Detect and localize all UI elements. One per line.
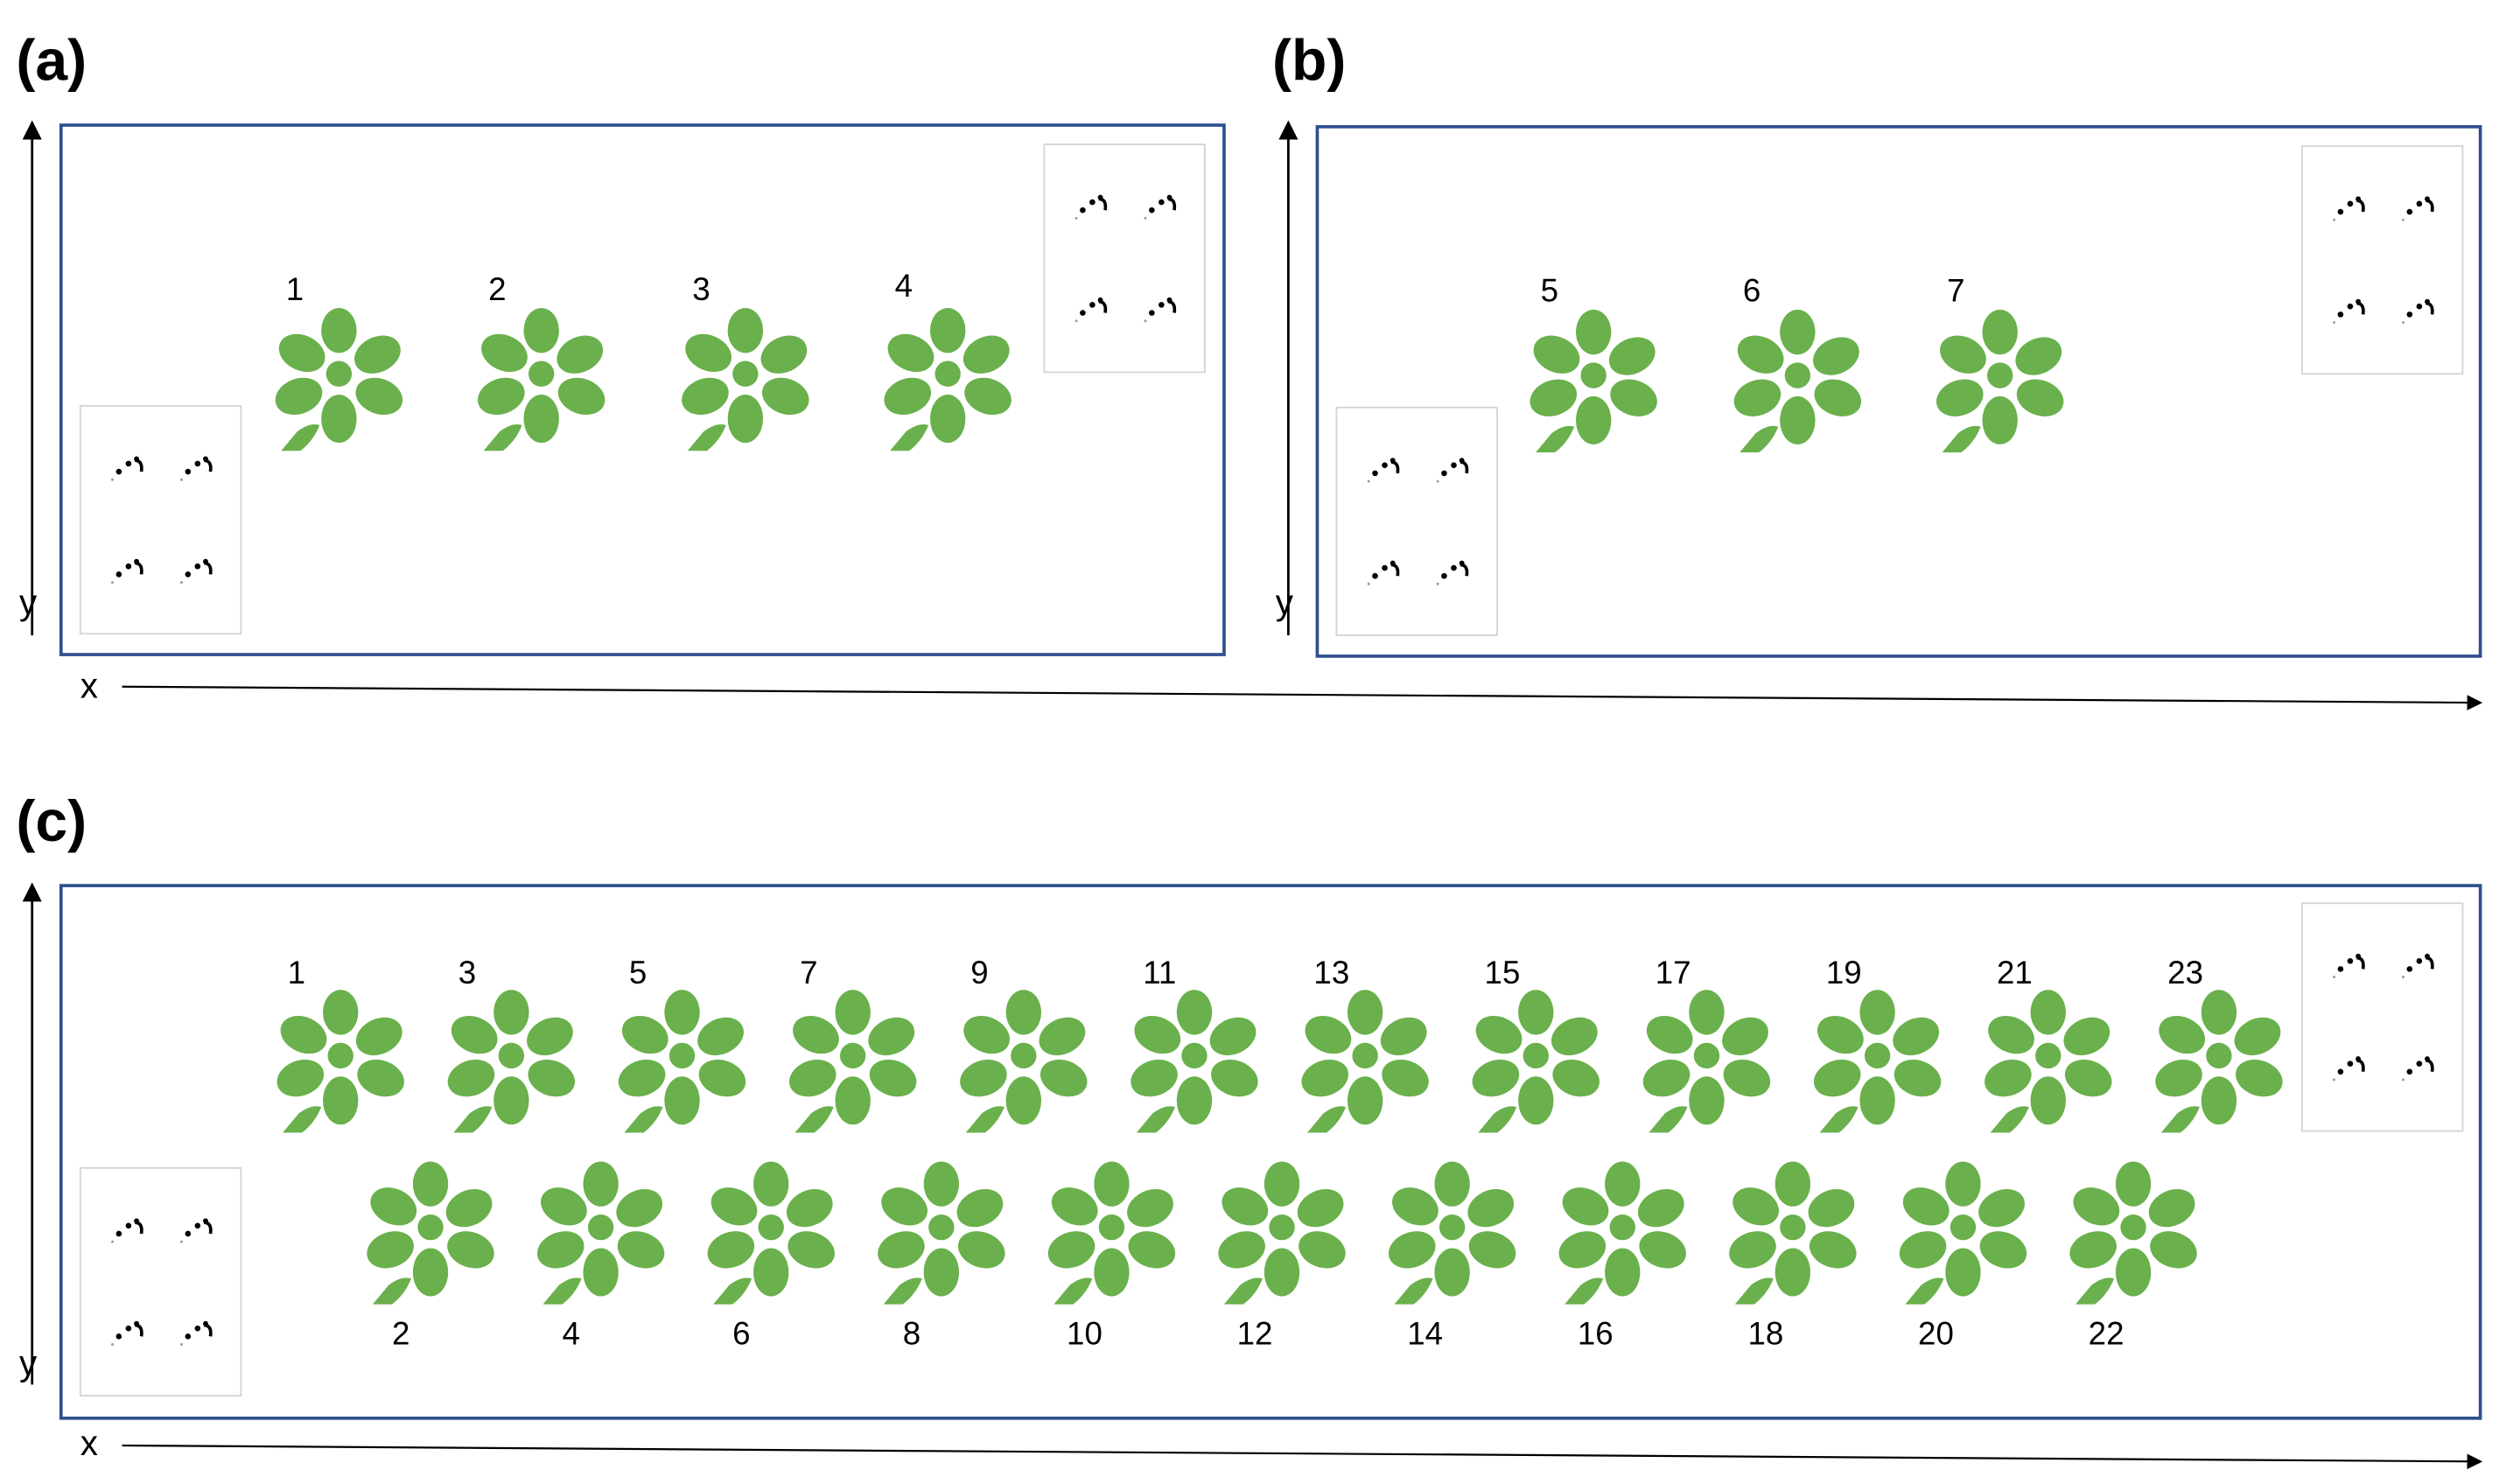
plant-number: 1 [286,271,304,307]
plant-number: 4 [563,1316,580,1352]
plant: 22 [2064,1161,2202,1351]
panel-c: (c) y 1 3 5 7 9 11 13 15 17 19 21 23 2 4 6 8 10 12 14 16 18… [16,788,2483,1470]
plant-number: 5 [629,955,647,990]
sensor-cluster-icon [80,1168,242,1396]
field-frame [59,123,1226,656]
plant-number: 14 [1407,1316,1443,1352]
plant-number: 21 [1997,955,2033,990]
plant-number: 7 [800,955,817,990]
plant: 20 [1894,1161,2033,1352]
plant: 12 [1213,1161,1351,1352]
plant: 9 [955,955,1093,1133]
plant: 1 [271,955,410,1133]
plant-number: 19 [1826,955,1862,990]
plant-number: 10 [1067,1316,1102,1352]
plant: 10 [1042,1161,1181,1352]
y-axis-label: y [1276,582,1294,622]
plant: 5 [612,955,752,1133]
sensor-cluster-icon [2302,146,2463,374]
plant-number: 20 [1918,1316,1954,1352]
field-frame [59,884,2482,1420]
sensor-cluster-icon [2302,903,2463,1130]
x-axis-label: x [80,666,98,706]
plant: 21 [1979,955,2118,1133]
panel-b: (b) y 5 6 7 [1272,28,2482,658]
plant: 7 [1931,273,2069,453]
plant: 4 [531,1161,670,1352]
plant: 11 [1125,955,1264,1133]
plant-number: 11 [1143,955,1176,990]
x-axis-arrow [122,1444,2483,1470]
panel-label: (c) [16,788,87,853]
plant-number: 18 [1747,1316,1783,1352]
plant: 14 [1382,1161,1522,1352]
x-axis-label: x [80,1423,98,1463]
plant-number: 3 [692,271,710,307]
plant-number: 6 [732,1316,750,1352]
y-axis-label: y [19,1342,38,1382]
plant: 19 [1808,955,1947,1133]
plant: 3 [442,955,581,1133]
plant: 23 [2150,955,2288,1133]
panel-label: (a) [16,28,87,93]
plant-number: 16 [1578,1316,1614,1352]
panel-label: (b) [1272,28,1346,93]
sensor-cluster-icon [1044,144,1205,372]
plant-number: 9 [970,955,988,990]
sensor-cluster-icon [1336,408,1497,635]
plant-number: 4 [895,268,913,304]
x-axis-arrow [122,685,2483,710]
plant-number: 5 [1541,273,1558,309]
plant: 5 [1524,273,1662,453]
plant-number: 2 [488,271,506,307]
plant-number: 12 [1237,1316,1273,1352]
panel-a: (a) y 1 2 3 4 [16,28,1226,656]
y-axis-label: y [19,582,38,622]
plant-number: 7 [1947,273,1964,309]
plant-number: 23 [2167,955,2203,990]
plant: 15 [1466,955,1605,1133]
plant: 3 [676,271,815,452]
plant: 8 [872,1161,1011,1352]
plant: 6 [1728,273,1867,453]
plant-number: 3 [458,955,476,990]
sensor-cluster-icon [80,406,242,634]
plant: 13 [1296,955,1434,1133]
plant: 7 [783,955,922,1133]
plant-number: 17 [1656,955,1691,990]
plant-row-top: 1 3 5 7 9 11 13 15 17 19 21 23 [271,955,2288,1133]
plant-number: 1 [288,955,305,990]
plant: 18 [1724,1161,1862,1352]
plant: 4 [878,268,1017,452]
plant: 2 [472,271,611,452]
plant-row-bottom: 2 4 6 8 10 12 14 16 18 20 22 [361,1161,2202,1351]
plant-number: 6 [1743,273,1760,309]
plant-number: 13 [1313,955,1349,990]
field-frame [1315,125,2482,658]
plant-number: 8 [903,1316,920,1352]
plant: 6 [702,1161,840,1352]
plant-number: 2 [392,1316,410,1352]
plant-number: 15 [1485,955,1521,990]
plant-number: 22 [2089,1316,2124,1352]
plant: 2 [361,1161,500,1352]
plant: 1 [270,271,409,452]
plant: 16 [1553,1161,1691,1352]
plant: 17 [1637,955,1776,1133]
